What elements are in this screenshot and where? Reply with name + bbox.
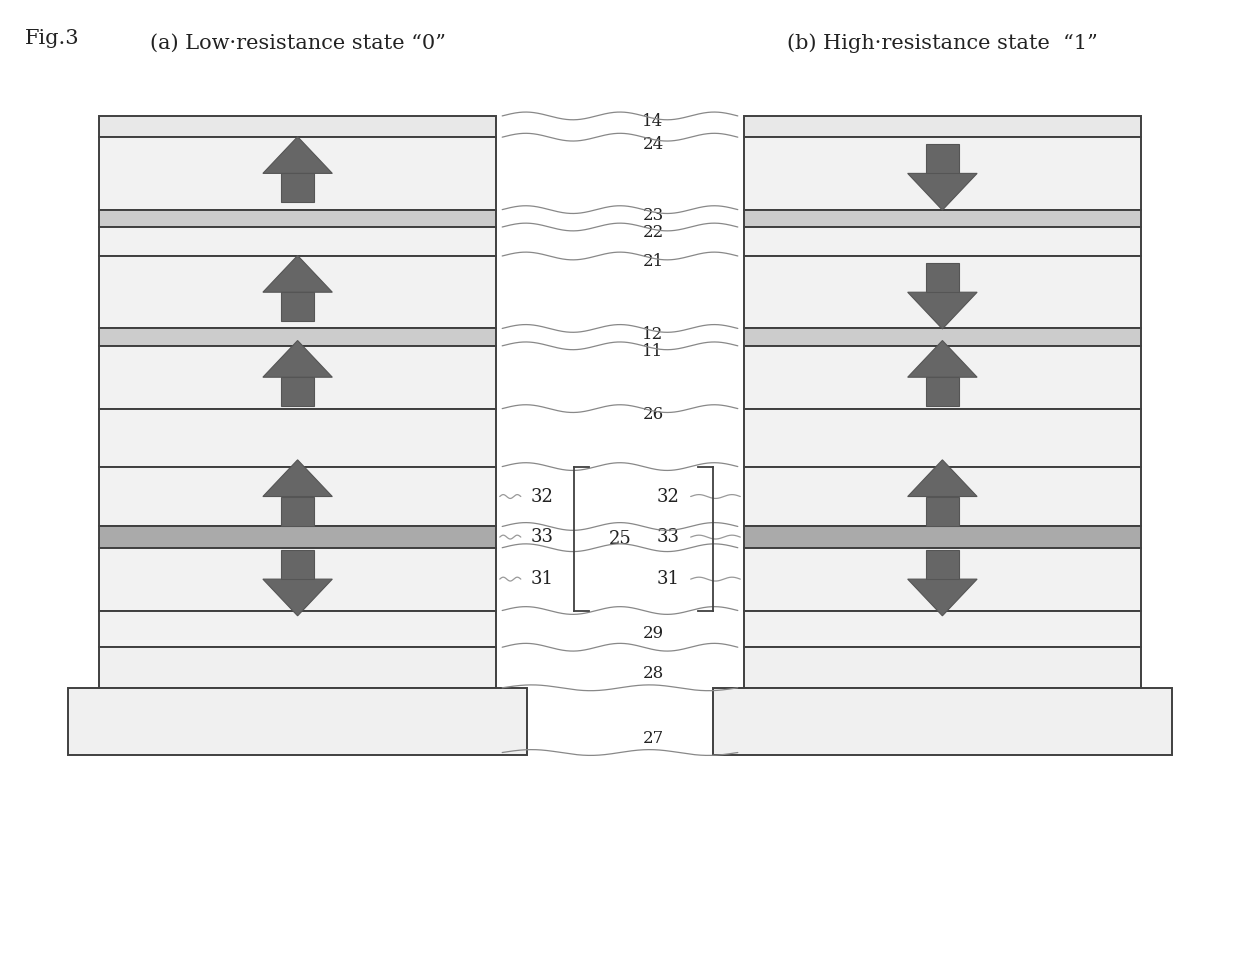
Bar (281, 378, 314, 407)
Text: 31: 31 (657, 570, 680, 588)
Bar (744, 611, 1141, 647)
Text: (b) High·resistance state  “1”: (b) High·resistance state “1” (787, 34, 1097, 53)
Bar (744, 227, 1141, 256)
Polygon shape (908, 340, 977, 378)
Bar (99, 346, 496, 409)
Bar (744, 116, 1141, 137)
Polygon shape (263, 580, 332, 616)
Text: 14: 14 (642, 113, 663, 130)
Bar (744, 409, 1141, 467)
Bar (744, 467, 1141, 526)
Bar (281, 497, 314, 526)
Bar (926, 263, 959, 292)
Text: Fig.3: Fig.3 (25, 29, 79, 48)
Polygon shape (908, 174, 977, 210)
Text: 21: 21 (642, 253, 663, 270)
Polygon shape (908, 460, 977, 497)
Bar (744, 137, 1141, 210)
Text: 29: 29 (642, 625, 663, 642)
Polygon shape (263, 255, 332, 292)
Bar (99, 526, 496, 548)
Bar (926, 497, 959, 526)
Text: 33: 33 (657, 528, 680, 546)
Text: 28: 28 (642, 665, 663, 682)
Text: 27: 27 (642, 729, 663, 747)
Bar (744, 210, 1141, 227)
Bar (99, 328, 496, 346)
Bar (99, 227, 496, 256)
Text: 25: 25 (609, 529, 631, 548)
Text: 11: 11 (642, 343, 663, 360)
Bar (281, 292, 314, 321)
Text: 24: 24 (642, 136, 663, 154)
Bar (99, 467, 496, 526)
Bar (744, 526, 1141, 548)
Text: (a) Low·resistance state “0”: (a) Low·resistance state “0” (150, 34, 445, 53)
Polygon shape (908, 580, 977, 616)
Bar (99, 548, 496, 611)
Polygon shape (263, 136, 332, 174)
Bar (99, 647, 496, 688)
Bar (744, 328, 1141, 346)
Text: 31: 31 (531, 570, 553, 588)
Bar (926, 551, 959, 580)
Bar (281, 551, 314, 580)
Polygon shape (263, 460, 332, 497)
Bar (68, 688, 527, 755)
Bar (926, 378, 959, 407)
Polygon shape (263, 340, 332, 378)
Bar (99, 210, 496, 227)
Bar (99, 409, 496, 467)
Polygon shape (908, 292, 977, 328)
Bar (99, 611, 496, 647)
Text: 26: 26 (642, 406, 663, 423)
Bar (744, 346, 1141, 409)
Text: 12: 12 (642, 326, 663, 343)
Bar (744, 647, 1141, 688)
Text: 32: 32 (531, 488, 553, 505)
Bar (744, 256, 1141, 328)
Bar (713, 688, 1172, 755)
Text: 32: 32 (657, 488, 680, 505)
Bar (744, 548, 1141, 611)
Bar (281, 174, 314, 203)
Bar (926, 144, 959, 174)
Text: 22: 22 (642, 224, 663, 242)
Text: 23: 23 (642, 207, 663, 224)
Bar (99, 256, 496, 328)
Text: 33: 33 (531, 528, 553, 546)
Bar (99, 137, 496, 210)
Bar (99, 116, 496, 137)
